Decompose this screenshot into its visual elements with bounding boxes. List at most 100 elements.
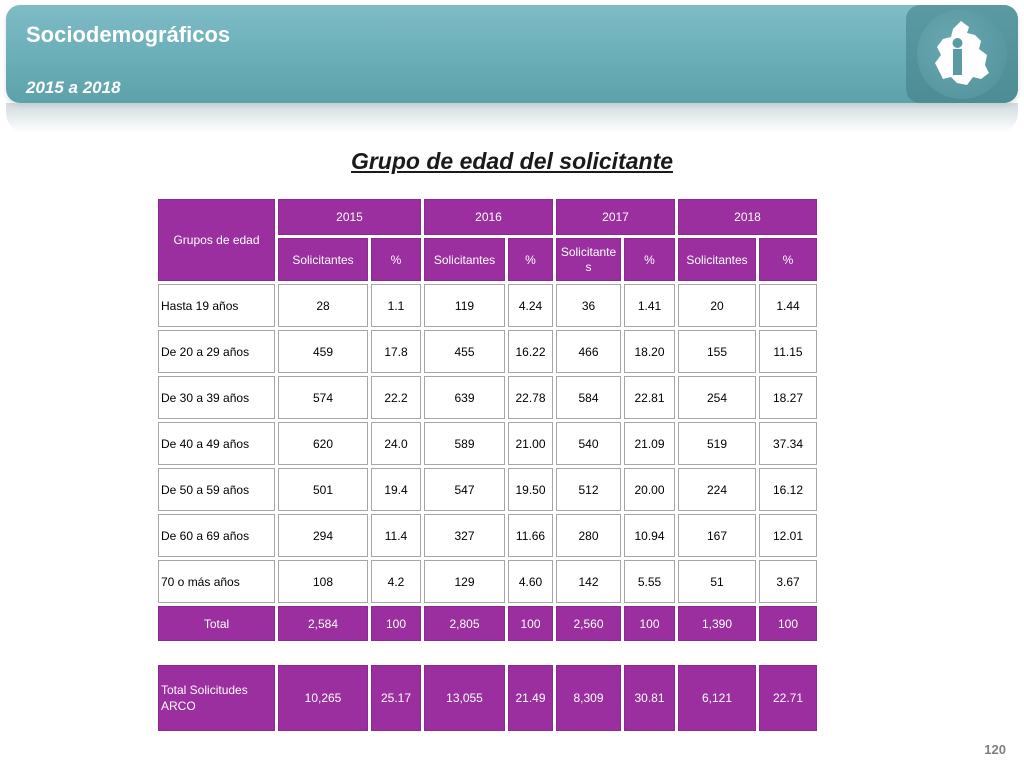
table-cell: 119 bbox=[424, 284, 505, 327]
table-cell: 10.94 bbox=[624, 514, 675, 557]
arco-cell: 30.81 bbox=[624, 665, 675, 731]
table-cell: 21.00 bbox=[508, 422, 553, 465]
sub-header-percent: % bbox=[759, 238, 817, 281]
table-cell: 22.2 bbox=[371, 376, 421, 419]
logo-emblem bbox=[917, 9, 1007, 99]
table-cell: 28 bbox=[278, 284, 368, 327]
table-cell: 5.55 bbox=[624, 560, 675, 603]
table-cell: 20.00 bbox=[624, 468, 675, 511]
total-cell: 100 bbox=[759, 606, 817, 641]
city-map-icon bbox=[935, 21, 989, 85]
table-cell: 280 bbox=[556, 514, 621, 557]
total-cell: 2,584 bbox=[278, 606, 368, 641]
arco-cell: 13,055 bbox=[424, 665, 505, 731]
table-cell: 620 bbox=[278, 422, 368, 465]
table-cell: 12.01 bbox=[759, 514, 817, 557]
table-cell: 17.8 bbox=[371, 330, 421, 373]
sub-header-solicitantes: Solicitantes bbox=[678, 238, 756, 281]
page-heading: Grupo de edad del solicitante bbox=[350, 148, 674, 174]
total-cell: 100 bbox=[371, 606, 421, 641]
table-cell: 1.44 bbox=[759, 284, 817, 327]
arco-cell: 21.49 bbox=[508, 665, 553, 731]
table-cell: 639 bbox=[424, 376, 505, 419]
sub-header-solicitantes: Solicitantes bbox=[424, 238, 505, 281]
total-cell: 1,390 bbox=[678, 606, 756, 641]
row-label: De 20 a 29 años bbox=[158, 330, 275, 373]
table-cell: 129 bbox=[424, 560, 505, 603]
row-label: Hasta 19 años bbox=[158, 284, 275, 327]
table-cell: 4.60 bbox=[508, 560, 553, 603]
table-cell: 1.1 bbox=[371, 284, 421, 327]
table-row: De 20 a 29 años 459 17.8 455 16.22 466 18.20 15… bbox=[158, 330, 817, 373]
table-cell: 547 bbox=[424, 468, 505, 511]
table-cell: 16.22 bbox=[508, 330, 553, 373]
arco-cell: 8,309 bbox=[556, 665, 621, 731]
sub-header-percent: % bbox=[624, 238, 675, 281]
table-row: De 50 a 59 años 501 19.4 547 19.50 512 20.00 22… bbox=[158, 468, 817, 511]
row-label: De 50 a 59 años bbox=[158, 468, 275, 511]
page-number: 120 bbox=[984, 742, 1006, 757]
table-cell: 512 bbox=[556, 468, 621, 511]
table-cell: 24.0 bbox=[371, 422, 421, 465]
table-cell: 19.50 bbox=[508, 468, 553, 511]
table-row: 70 o más años 108 4.2 129 4.60 142 5.55 51 3.67 bbox=[158, 560, 817, 603]
table-cell: 540 bbox=[556, 422, 621, 465]
table-cell: 501 bbox=[278, 468, 368, 511]
table-cell: 459 bbox=[278, 330, 368, 373]
table-cell: 16.12 bbox=[759, 468, 817, 511]
table-row: De 40 a 49 años 620 24.0 589 21.00 540 21.09 51… bbox=[158, 422, 817, 465]
table-cell: 519 bbox=[678, 422, 756, 465]
sub-header-solicitantes: Solicitantes bbox=[278, 238, 368, 281]
sub-header-solicitantes: Solicitante s bbox=[556, 238, 621, 281]
table-cell: 22.78 bbox=[508, 376, 553, 419]
sub-header-percent: % bbox=[508, 238, 553, 281]
table-cell: 21.09 bbox=[624, 422, 675, 465]
row-label: De 40 a 49 años bbox=[158, 422, 275, 465]
table-cell: 155 bbox=[678, 330, 756, 373]
table-cell: 4.24 bbox=[508, 284, 553, 327]
logo bbox=[906, 5, 1018, 103]
table-cell: 167 bbox=[678, 514, 756, 557]
arco-cell: 22.71 bbox=[759, 665, 817, 731]
total-label: Total bbox=[158, 606, 275, 641]
table-cell: 574 bbox=[278, 376, 368, 419]
table-row: Hasta 19 años 28 1.1 119 4.24 36 1.41 20 1.44 bbox=[158, 284, 817, 327]
table-cell: 36 bbox=[556, 284, 621, 327]
row-label: 70 o más años bbox=[158, 560, 275, 603]
table-cell: 37.34 bbox=[759, 422, 817, 465]
table-cell: 108 bbox=[278, 560, 368, 603]
row-label: De 30 a 39 años bbox=[158, 376, 275, 419]
arco-totals-table: Total Solicitudes ARCO 10,265 25.17 13,0… bbox=[155, 662, 820, 734]
year-header-2018: 2018 bbox=[678, 199, 817, 235]
row-header-cell: Grupos de edad bbox=[158, 199, 275, 281]
total-cell: 100 bbox=[624, 606, 675, 641]
year-header-2017: 2017 bbox=[556, 199, 675, 235]
table-cell: 294 bbox=[278, 514, 368, 557]
table-row: De 30 a 39 años 574 22.2 639 22.78 584 22.81 25… bbox=[158, 376, 817, 419]
table-cell: 11.4 bbox=[371, 514, 421, 557]
table-cell: 466 bbox=[556, 330, 621, 373]
arco-cell: 6,121 bbox=[678, 665, 756, 731]
table-cell: 254 bbox=[678, 376, 756, 419]
total-cell: 100 bbox=[508, 606, 553, 641]
row-label: De 60 a 69 años bbox=[158, 514, 275, 557]
year-header-2016: 2016 bbox=[424, 199, 553, 235]
table-cell: 584 bbox=[556, 376, 621, 419]
total-cell: 2,805 bbox=[424, 606, 505, 641]
arco-label: Total Solicitudes ARCO bbox=[158, 665, 275, 731]
table-cell: 18.20 bbox=[624, 330, 675, 373]
table-cell: 18.27 bbox=[759, 376, 817, 419]
table-cell: 589 bbox=[424, 422, 505, 465]
year-header-2015: 2015 bbox=[278, 199, 421, 235]
sub-header-percent: % bbox=[371, 238, 421, 281]
table-cell: 1.41 bbox=[624, 284, 675, 327]
age-group-table: Grupos de edad 2015 2016 2017 2018 Solic… bbox=[155, 196, 820, 644]
table-cell: 3.67 bbox=[759, 560, 817, 603]
table-cell: 11.15 bbox=[759, 330, 817, 373]
header-shadow bbox=[6, 103, 1018, 133]
table-cell: 224 bbox=[678, 468, 756, 511]
table-cell: 11.66 bbox=[508, 514, 553, 557]
table-cell: 51 bbox=[678, 560, 756, 603]
header-banner: Sociodemográficos 2015 a 2018 bbox=[6, 5, 1018, 103]
table-cell: 142 bbox=[556, 560, 621, 603]
